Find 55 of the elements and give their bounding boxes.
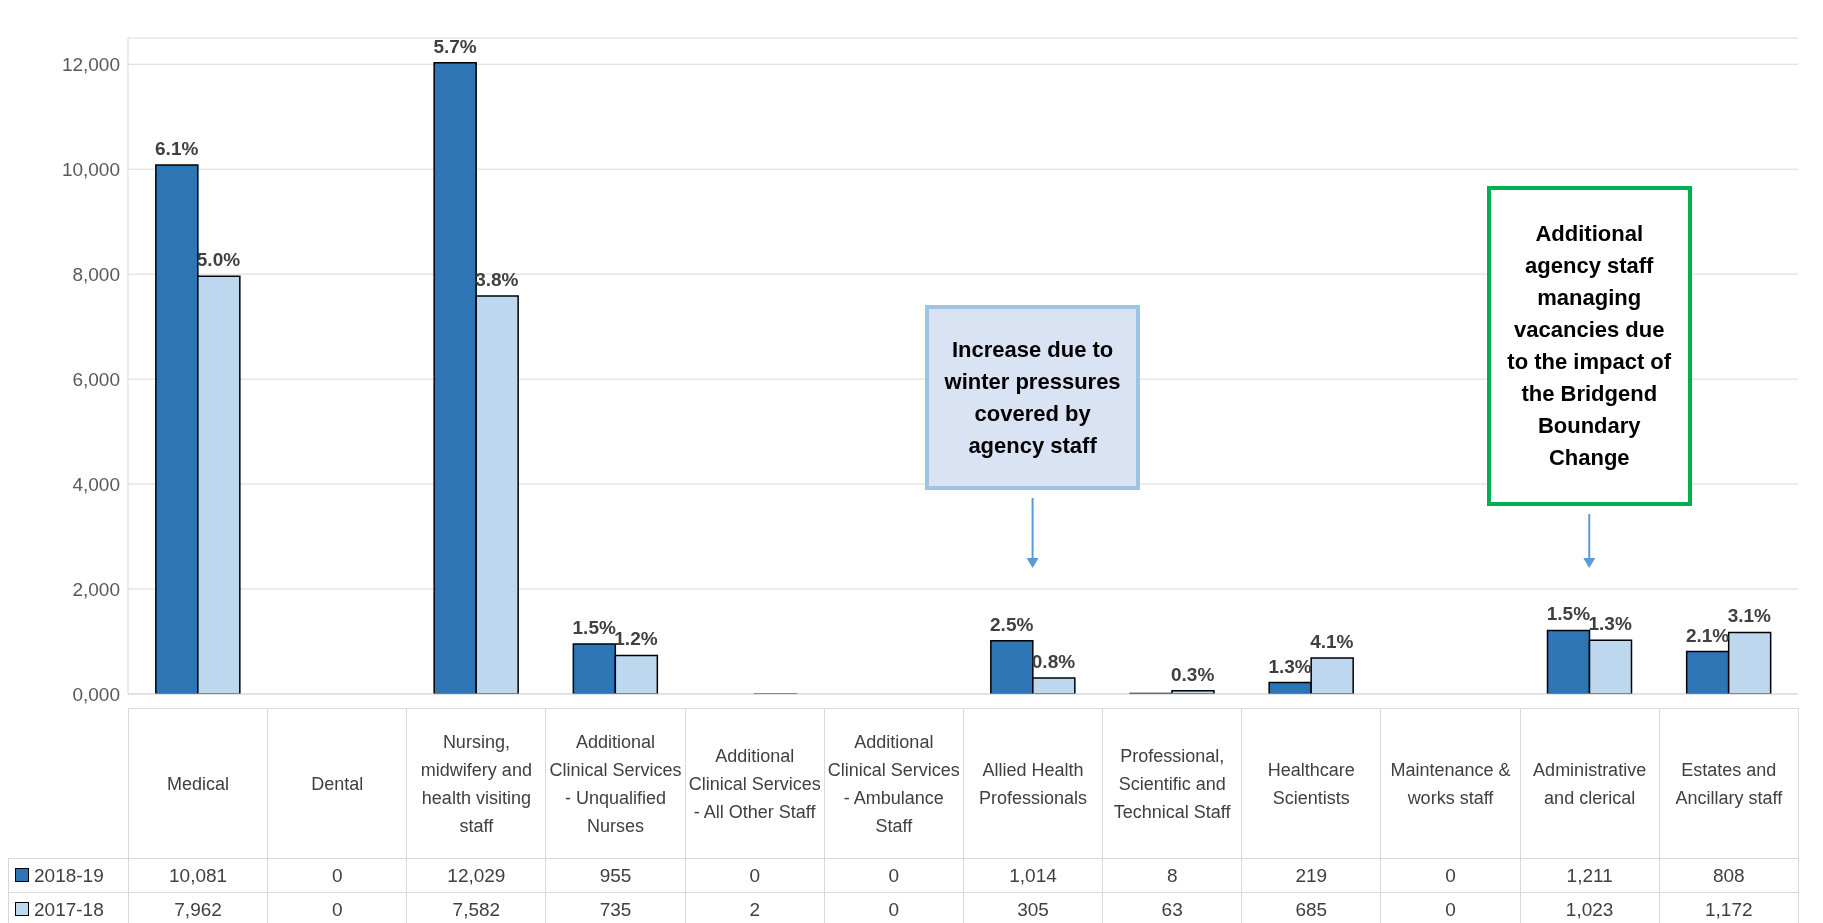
data-label: 7,962 — [128, 892, 268, 923]
data-label: 2 — [685, 892, 825, 923]
data-label: 1,172 — [1659, 892, 1799, 923]
data-label: 8 — [1102, 858, 1242, 893]
data-label: 1,023 — [1520, 892, 1660, 923]
y-tick-label: 12,000 — [61, 53, 120, 75]
data-label: 10,081 — [128, 858, 268, 893]
data-label: 0 — [685, 858, 825, 893]
data-label: 685 — [1241, 892, 1381, 923]
data-label: 12,029 — [406, 858, 546, 893]
annotation: 4.1% — [1310, 631, 1354, 653]
data-label: 0 — [824, 858, 964, 893]
data-label: 808 — [1659, 858, 1799, 893]
data-label: 0 — [267, 892, 407, 923]
annotation: 3.1% — [1727, 605, 1772, 627]
data-label: 0 — [824, 892, 964, 923]
y-tick-label: 2,000 — [72, 578, 120, 600]
annotation: 2.5% — [990, 613, 1034, 635]
x-tick-label: Additional Clinical Services - Unqualified Nurses — [545, 708, 686, 859]
data-label: 7,582 — [406, 892, 546, 923]
x-tick-label: Maintenance & works staff — [1380, 708, 1521, 859]
x-tick-label: Medical — [128, 708, 268, 859]
y-tick-label: 8,000 — [72, 263, 120, 285]
callout-box: Additional agency staff managing vacancies due to the impact of the Bridgend Boundary Change — [1486, 186, 1692, 506]
x-tick-label: Additional Clinical Services - All Other Staff — [685, 708, 825, 859]
x-tick-label: Professional, Scientific and Technical Staff — [1102, 708, 1242, 859]
annotation: 0.3% — [1170, 663, 1215, 685]
data-label: 735 — [545, 892, 686, 923]
x-tick-label: Allied Health Professionals — [963, 708, 1103, 859]
legend-label: 2017-18 — [8, 892, 129, 923]
data-label: 305 — [963, 892, 1103, 923]
y-tick-label: 10,000 — [61, 158, 120, 180]
y-tick-label: 0,000 — [72, 683, 120, 705]
data-label: 219 — [1241, 858, 1381, 893]
data-label: 1,014 — [963, 858, 1103, 893]
x-tick-label: Administrative and clerical — [1520, 708, 1660, 859]
data-label: 955 — [545, 858, 686, 893]
data-label: 0 — [267, 858, 407, 893]
legend-label: 2018-19 — [8, 858, 129, 893]
annotation: 1.5% — [572, 616, 616, 638]
x-tick-label: Estates and Ancillary staff — [1659, 708, 1799, 859]
data-label: 0 — [1380, 858, 1521, 893]
x-tick-label: Dental — [267, 708, 407, 859]
annotation: 1.5% — [1546, 603, 1591, 625]
data-label: 1,211 — [1520, 858, 1660, 893]
x-tick-label: Healthcare Scientists — [1241, 708, 1381, 859]
annotation: 5.7% — [433, 35, 477, 57]
data-label: 63 — [1102, 892, 1242, 923]
y-tick-label: 6,000 — [72, 368, 120, 390]
x-tick-label: Additional Clinical Services - Ambulance Staff — [824, 708, 964, 859]
callout-box: Increase due to winter pressures covered by agency staff — [925, 305, 1141, 490]
annotation: 6.1% — [155, 137, 199, 159]
y-tick-label: 4,000 — [72, 473, 120, 495]
x-tick-label: Nursing, midwifery and health visiting staff — [406, 708, 546, 859]
data-label: 0 — [1380, 892, 1521, 923]
